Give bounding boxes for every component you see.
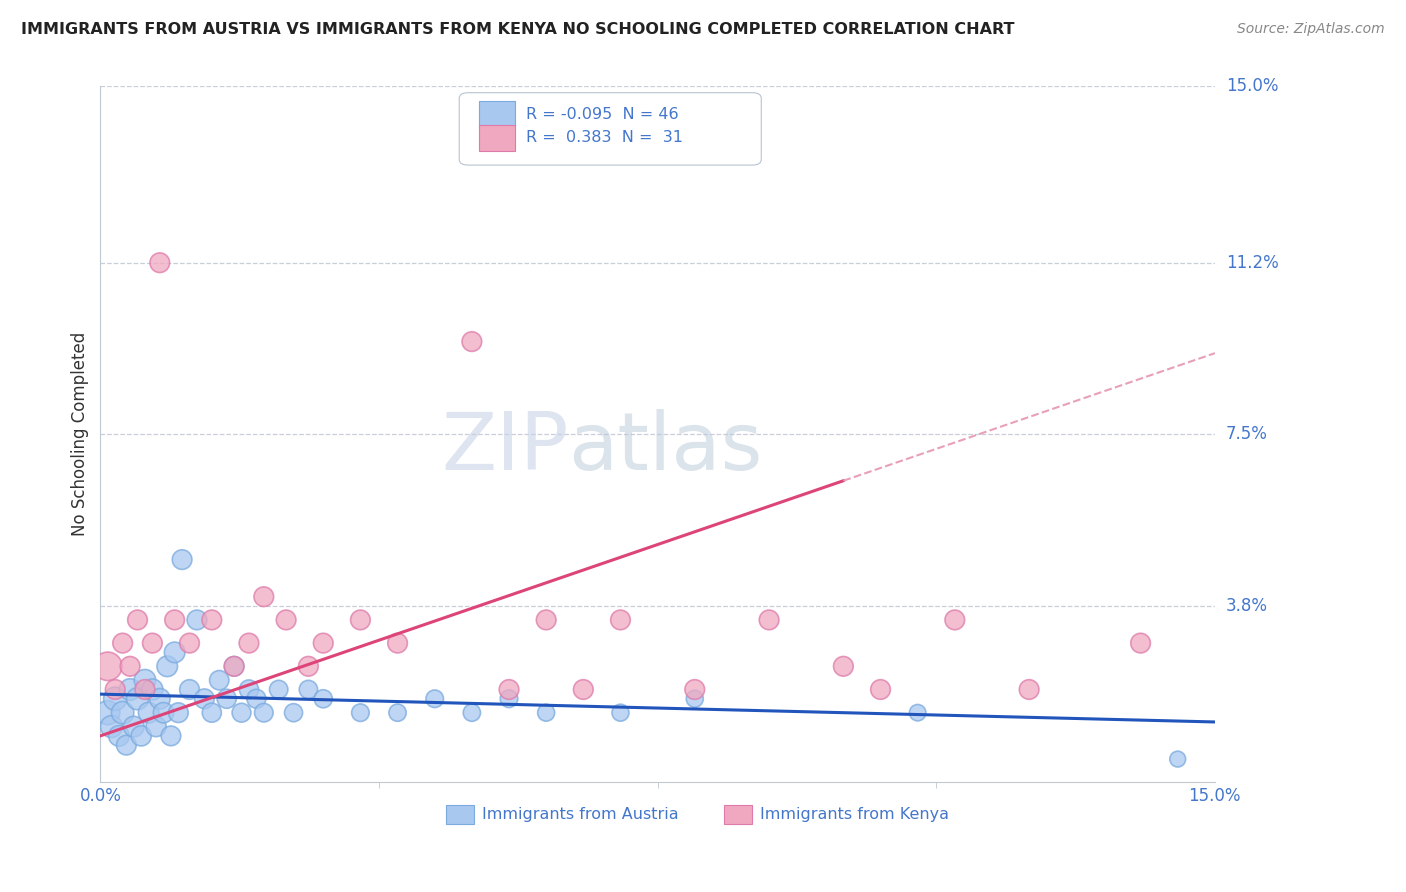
Text: 11.2%: 11.2%: [1226, 253, 1279, 272]
Point: [758, 613, 780, 627]
Point: [134, 682, 156, 697]
Text: R =  0.383  N =  31: R = 0.383 N = 31: [526, 130, 683, 145]
Point: [172, 552, 194, 566]
Point: [179, 636, 201, 650]
FancyBboxPatch shape: [479, 125, 515, 151]
Point: [138, 706, 160, 720]
FancyBboxPatch shape: [479, 101, 515, 128]
Point: [97, 706, 120, 720]
Point: [160, 729, 183, 743]
Point: [312, 636, 335, 650]
Point: [111, 636, 134, 650]
FancyBboxPatch shape: [460, 93, 761, 165]
Text: Immigrants from Kenya: Immigrants from Kenya: [761, 806, 949, 822]
Point: [201, 706, 224, 720]
Point: [120, 682, 142, 697]
Point: [141, 636, 163, 650]
Point: [129, 729, 152, 743]
Point: [461, 334, 484, 349]
Point: [149, 256, 172, 270]
Text: Immigrants from Austria: Immigrants from Austria: [481, 806, 678, 822]
Point: [349, 613, 371, 627]
Point: [312, 691, 335, 706]
Point: [179, 682, 201, 697]
Point: [387, 636, 409, 650]
Point: [423, 691, 446, 706]
Point: [238, 636, 260, 650]
Point: [163, 645, 186, 659]
Point: [245, 691, 267, 706]
FancyBboxPatch shape: [446, 805, 474, 824]
Point: [267, 682, 290, 697]
Point: [222, 659, 245, 673]
Point: [283, 706, 305, 720]
Point: [152, 706, 174, 720]
Point: [498, 691, 520, 706]
Point: [1018, 682, 1040, 697]
Point: [215, 691, 238, 706]
Point: [943, 613, 966, 627]
Point: [145, 720, 167, 734]
Point: [115, 738, 138, 752]
Point: [186, 613, 208, 627]
Point: [167, 706, 190, 720]
Point: [111, 706, 134, 720]
Point: [193, 691, 215, 706]
Point: [498, 682, 520, 697]
Text: R = -0.095  N = 46: R = -0.095 N = 46: [526, 107, 679, 122]
Point: [127, 691, 149, 706]
Text: Source: ZipAtlas.com: Source: ZipAtlas.com: [1237, 22, 1385, 37]
Point: [97, 659, 120, 673]
Point: [683, 682, 706, 697]
Point: [208, 673, 231, 688]
Point: [1129, 636, 1152, 650]
Point: [274, 613, 297, 627]
Text: atlas: atlas: [568, 409, 763, 487]
Point: [163, 613, 186, 627]
Point: [609, 706, 631, 720]
Text: 3.8%: 3.8%: [1226, 597, 1268, 615]
Point: [683, 691, 706, 706]
Point: [461, 706, 484, 720]
Point: [907, 706, 929, 720]
Point: [869, 682, 891, 697]
Point: [297, 659, 319, 673]
Y-axis label: No Schooling Completed: No Schooling Completed: [72, 332, 89, 536]
Point: [156, 659, 179, 673]
Point: [349, 706, 371, 720]
Point: [134, 673, 156, 688]
Point: [127, 613, 149, 627]
Text: 7.5%: 7.5%: [1226, 425, 1268, 443]
Point: [832, 659, 855, 673]
FancyBboxPatch shape: [724, 805, 752, 824]
Point: [201, 613, 224, 627]
Point: [253, 706, 276, 720]
Point: [238, 682, 260, 697]
Point: [100, 720, 122, 734]
Point: [149, 691, 172, 706]
Text: ZIP: ZIP: [441, 409, 568, 487]
Point: [253, 590, 276, 604]
Point: [108, 729, 131, 743]
Point: [534, 706, 557, 720]
Point: [231, 706, 253, 720]
Point: [297, 682, 319, 697]
Text: IMMIGRANTS FROM AUSTRIA VS IMMIGRANTS FROM KENYA NO SCHOOLING COMPLETED CORRELAT: IMMIGRANTS FROM AUSTRIA VS IMMIGRANTS FR…: [21, 22, 1015, 37]
Point: [120, 659, 142, 673]
Point: [572, 682, 595, 697]
Point: [1167, 752, 1189, 766]
Point: [141, 682, 163, 697]
Point: [609, 613, 631, 627]
Point: [104, 682, 127, 697]
Point: [122, 720, 145, 734]
Text: 15.0%: 15.0%: [1226, 78, 1278, 95]
Point: [104, 691, 127, 706]
Point: [534, 613, 557, 627]
Point: [222, 659, 245, 673]
Point: [387, 706, 409, 720]
